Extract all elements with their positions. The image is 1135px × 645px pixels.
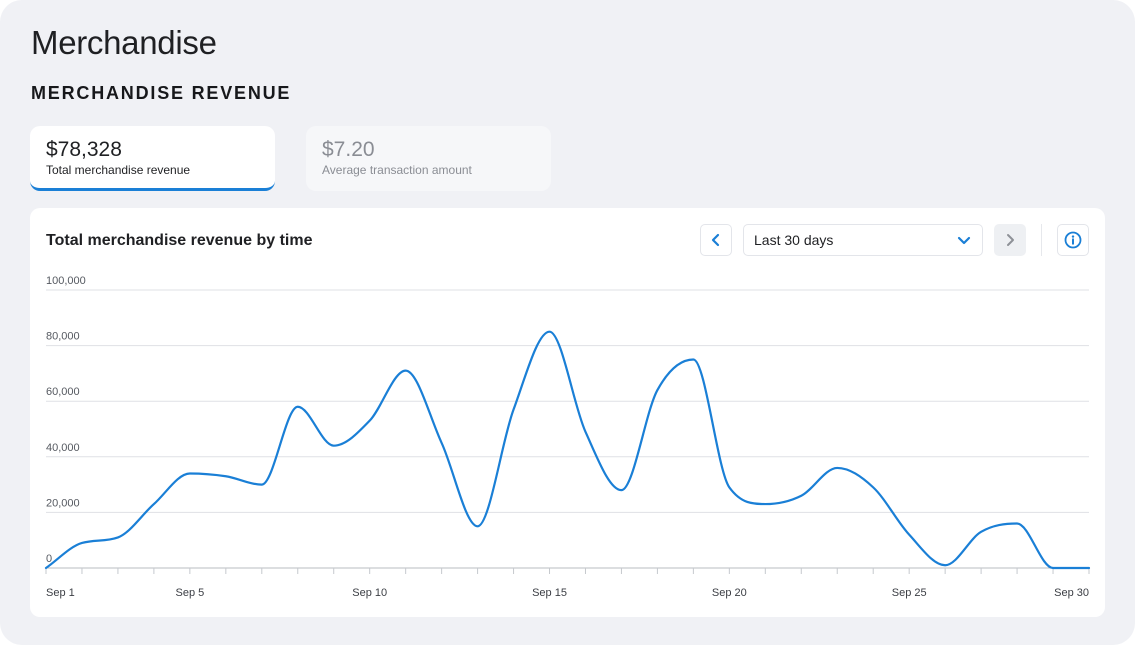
section-title: MERCHANDISE REVENUE: [31, 83, 292, 103]
y-tick-label: 40,000: [46, 442, 80, 454]
revenue-chart-card: 0 20,000 40,000 60,000 80,000 100,000 Sep 1 Sep…: [30, 208, 1105, 617]
revenue-line-chart: 0 20,000 40,000 60,000 80,000 100,000 Sep 1 Sep…: [44, 275, 1091, 599]
previous-period-button[interactable]: [700, 224, 732, 256]
x-tick-label: Sep 25: [892, 587, 927, 599]
chart-info-button[interactable]: [1057, 224, 1089, 256]
x-tick-label: Sep 5: [175, 587, 204, 599]
y-tick-label: 80,000: [46, 331, 80, 343]
chevron-left-icon: [711, 233, 720, 247]
x-tick-label: Sep 10: [352, 587, 387, 599]
chevron-right-icon: [1007, 234, 1014, 246]
x-tick-label: Sep 20: [712, 587, 747, 599]
kpi-average-transaction-label: Average transaction amount: [322, 163, 472, 177]
kpi-total-revenue-tab[interactable]: $78,328 Total merchandise revenue: [30, 126, 275, 191]
chart-title: Total merchandise revenue by time: [46, 232, 313, 249]
date-range-value: Last 30 days: [754, 232, 834, 248]
y-tick-label: 20,000: [46, 497, 80, 509]
kpi-total-revenue-label: Total merchandise revenue: [46, 163, 191, 177]
chevron-down-icon: [957, 236, 971, 245]
y-tick-label: 0: [46, 553, 52, 565]
kpi-average-transaction-value: $7.20: [322, 138, 375, 161]
kpi-total-revenue-value: $78,328: [46, 138, 122, 161]
x-tick-label: Sep 30: [1054, 587, 1089, 599]
info-icon: [1064, 231, 1082, 249]
page-title: Merchandise: [31, 24, 217, 61]
next-period-button[interactable]: [994, 224, 1026, 256]
kpi-average-transaction-tab[interactable]: $7.20 Average transaction amount: [306, 126, 551, 191]
toolbar-divider: [1041, 224, 1042, 256]
revenue-series-line: [44, 330, 1091, 570]
x-tick-label: Sep 1: [46, 587, 75, 599]
x-tick-label: Sep 15: [532, 587, 567, 599]
y-tick-label: 100,000: [46, 275, 86, 287]
date-range-select[interactable]: Last 30 days: [743, 224, 983, 256]
y-tick-label: 60,000: [46, 386, 80, 398]
